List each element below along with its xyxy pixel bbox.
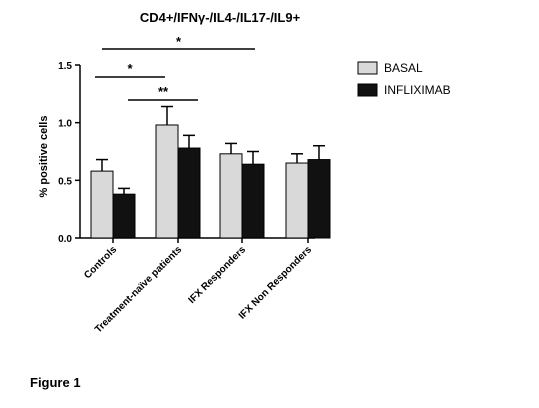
bar-basal-1 bbox=[155, 124, 179, 239]
legend-label-infliximab: INFLIXIMAB bbox=[384, 83, 451, 97]
bar-infliximab-3 bbox=[307, 159, 331, 239]
category-label: IFX Non Responders bbox=[237, 244, 315, 322]
figure-caption: Figure 1 bbox=[30, 375, 81, 390]
bar-basal-3 bbox=[285, 162, 309, 239]
category-label: IFX Responders bbox=[187, 244, 249, 306]
y-tick-label: 0.0 bbox=[58, 234, 72, 245]
chart-title: CD4+/IFNγ-/IL4-/IL17-/IL9+ bbox=[140, 10, 301, 25]
bar-infliximab-2 bbox=[241, 163, 265, 239]
bar-infliximab-1 bbox=[177, 147, 201, 239]
legend-swatch-infliximab bbox=[357, 83, 378, 97]
y-tick-label: 0.5 bbox=[58, 176, 72, 187]
y-tick-label: 1.0 bbox=[58, 119, 72, 130]
y-axis-label: % positive cells bbox=[38, 116, 50, 198]
bar-basal-0 bbox=[90, 170, 114, 239]
significance-marker: * bbox=[127, 61, 133, 76]
bar-infliximab-0 bbox=[112, 193, 136, 239]
legend-swatch-basal bbox=[357, 61, 378, 75]
legend-label-basal: BASAL bbox=[384, 61, 423, 75]
bar-basal-2 bbox=[219, 153, 243, 239]
y-tick-label: 1.5 bbox=[58, 61, 72, 72]
significance-marker: ** bbox=[158, 84, 169, 99]
significance-marker: * bbox=[176, 34, 182, 49]
category-label: Controls bbox=[82, 244, 119, 281]
